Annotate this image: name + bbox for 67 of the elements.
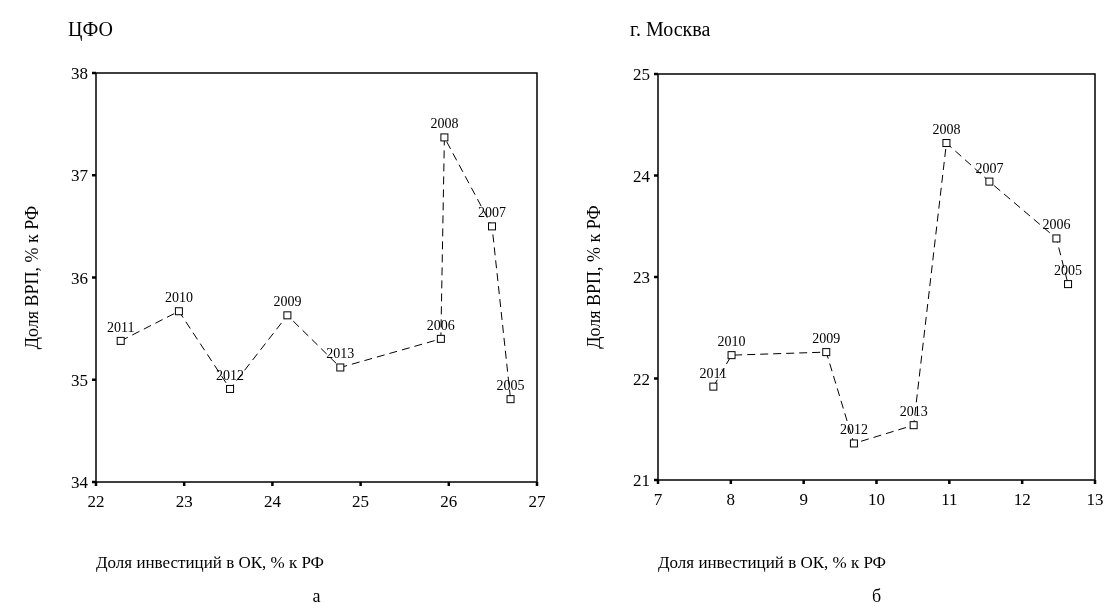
- annotation: 2006: [1042, 217, 1071, 233]
- y-tick-label: 22: [633, 369, 650, 389]
- y-tick-label: 38: [71, 64, 88, 83]
- point: [822, 348, 831, 357]
- y-tick-label: 36: [71, 268, 88, 288]
- point: [849, 439, 858, 448]
- text: а: [312, 586, 321, 606]
- x-axis-title: Доля инвестиций в ОК, % к РФ: [658, 553, 887, 572]
- x-tick-label: 12: [1013, 490, 1031, 509]
- x-tick-label: 24: [263, 492, 282, 511]
- point: [985, 177, 994, 186]
- point: [174, 307, 183, 316]
- x-tick-label: 9: [799, 490, 808, 509]
- annotation: 2005: [496, 378, 525, 394]
- point: [727, 351, 736, 360]
- point: [1064, 280, 1073, 289]
- chart-title: ЦФО: [68, 18, 113, 41]
- annotation: 2009: [273, 294, 302, 310]
- y-tick-label: 34: [71, 473, 89, 492]
- y-tick-label: 23: [633, 268, 650, 287]
- point: [488, 222, 497, 231]
- annotation: 2013: [899, 404, 928, 420]
- y-axis-title: Доля ВРП, % к РФ: [584, 205, 604, 349]
- point: [942, 139, 951, 148]
- x-tick-label: 25: [352, 492, 370, 511]
- annotation: 2010: [164, 290, 193, 306]
- point: [436, 334, 445, 343]
- annotation: 2007: [975, 160, 1004, 176]
- annotation: 2009: [812, 331, 841, 347]
- text: б: [871, 586, 882, 606]
- annotation: 2013: [326, 346, 355, 362]
- y-tick-label: 25: [633, 65, 650, 84]
- y-axis-title: Доля ВРП, % к РФ: [22, 205, 42, 350]
- x-tick-label: 7: [653, 490, 663, 509]
- point: [909, 421, 918, 430]
- x-tick-label: 10: [868, 490, 885, 509]
- point: [336, 363, 345, 372]
- y-tick-label: 35: [71, 370, 88, 390]
- annotation: 2010: [717, 334, 746, 350]
- annotation: 2007: [478, 205, 507, 221]
- point: [116, 336, 125, 345]
- point: [440, 133, 449, 142]
- annotation: 2012: [839, 422, 868, 438]
- x-tick-label: 23: [175, 492, 193, 511]
- annotation: 2006: [426, 317, 455, 333]
- x-axis-title: Доля инвестиций в ОК, % к РФ: [96, 553, 325, 572]
- point: [283, 311, 292, 320]
- x-tick-label: 22: [87, 492, 105, 511]
- annotation: 2005: [1054, 263, 1083, 279]
- x-tick-label: 8: [726, 490, 736, 509]
- annotation: 2011: [699, 365, 728, 381]
- x-tick-label: 26: [440, 492, 458, 511]
- point: [1052, 234, 1061, 243]
- y-tick-label: 24: [633, 166, 651, 186]
- chart-title: г. Москва: [630, 18, 711, 40]
- annotation: 2008: [430, 116, 459, 132]
- x-tick-label: 13: [1086, 490, 1104, 509]
- point: [506, 395, 515, 404]
- annotation: 2011: [106, 319, 135, 335]
- annotation: 2008: [932, 122, 961, 138]
- y-tick-label: 37: [71, 166, 89, 186]
- y-tick-label: 21: [633, 471, 650, 490]
- x-tick-label: 11: [941, 490, 958, 509]
- x-tick-label: 27: [528, 492, 546, 511]
- annotation: 2012: [216, 367, 245, 383]
- point: [709, 382, 718, 391]
- point: [226, 384, 235, 393]
